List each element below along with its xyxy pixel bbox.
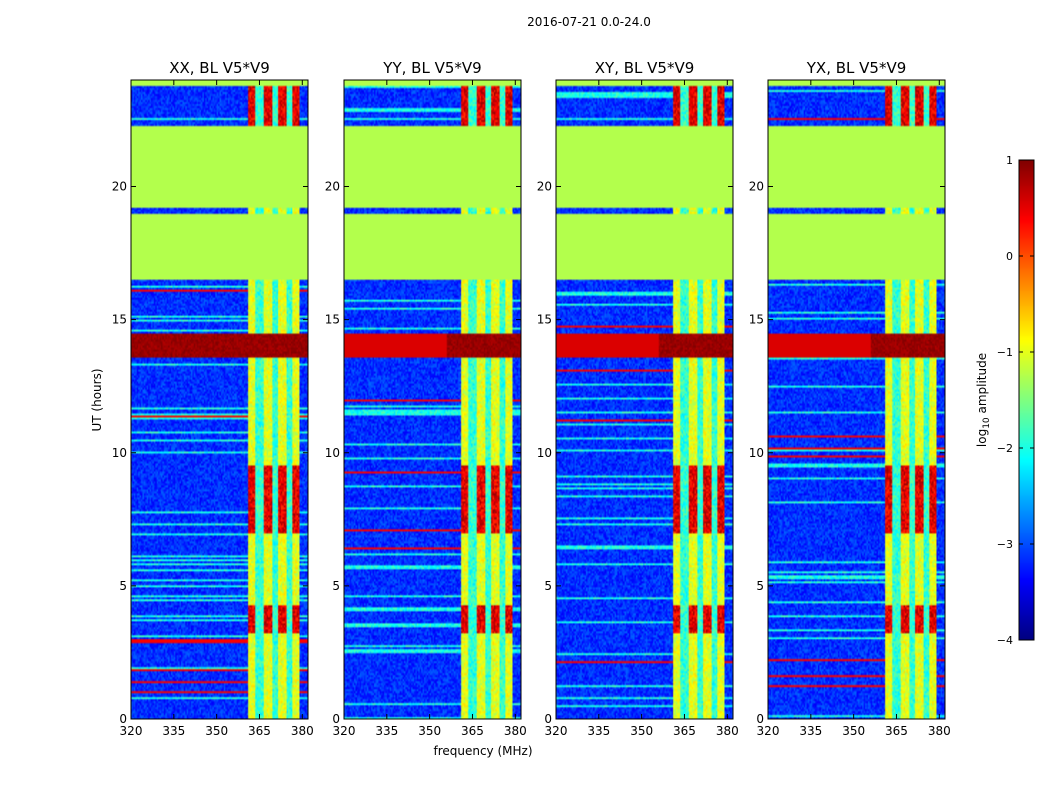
- heatmap-image: [556, 80, 733, 719]
- colorbar-tick-label: −1: [997, 346, 1013, 359]
- panel-1: YY, BL V5*V9 320 335 350 365 380 0 5 10 15 20: [325, 59, 527, 738]
- x-tick-label: 335: [587, 724, 610, 738]
- colorbar-tick-label: −4: [997, 634, 1013, 647]
- x-tick-label: 380: [928, 724, 951, 738]
- panel-title: XY, BL V5*V9: [595, 59, 695, 77]
- axes-frame: [343, 79, 522, 720]
- colorbar-label: log10 amplitude: [975, 353, 992, 447]
- x-tick-label: 335: [799, 724, 822, 738]
- panel-title: YX, BL V5*V9: [806, 59, 907, 77]
- y-tick-label: 0: [544, 712, 552, 726]
- colorbar-gradient: [1019, 160, 1034, 640]
- panel-3: YX, BL V5*V9 320 335 350 365 380 0 5 10 15 20: [749, 59, 951, 738]
- colorbar-label-text: amplitude: [975, 353, 989, 417]
- colorbar-tick-label: −2: [997, 442, 1013, 455]
- y-tick-label: 10: [537, 446, 552, 460]
- x-tick-label: 380: [716, 724, 739, 738]
- x-tick-label: 320: [757, 724, 780, 738]
- y-tick-label: 15: [749, 313, 764, 327]
- heatmap-image: [131, 80, 308, 719]
- x-tick-label: 365: [885, 724, 908, 738]
- y-tick-label: 5: [756, 579, 764, 593]
- x-tick-label: 350: [842, 724, 865, 738]
- panel-title: YY, BL V5*V9: [382, 59, 481, 77]
- panel-title: XX, BL V5*V9: [169, 59, 270, 77]
- y-tick-label: 10: [749, 446, 764, 460]
- y-tick-label: 20: [325, 180, 340, 194]
- x-tick-label: 320: [333, 724, 356, 738]
- x-tick-label: 335: [375, 724, 398, 738]
- axes-frame: [767, 79, 946, 720]
- y-tick-label: 10: [112, 446, 127, 460]
- y-tick-label: 5: [119, 579, 127, 593]
- y-tick-label: 15: [325, 313, 340, 327]
- colorbar-tick-label: −3: [997, 538, 1013, 551]
- y-tick-label: 0: [756, 712, 764, 726]
- x-tick-label: 335: [162, 724, 185, 738]
- heatmap-image: [768, 80, 945, 719]
- x-tick-label: 320: [120, 724, 143, 738]
- panel-0: XX, BL V5*V9 320 335 350 365 380 0 5 10 15 20: [112, 59, 314, 738]
- colorbar-tick-label: 0: [1006, 250, 1013, 263]
- x-tick-label: 350: [630, 724, 653, 738]
- y-tick-label: 20: [537, 180, 552, 194]
- x-tick-label: 365: [673, 724, 696, 738]
- axes-frame: [555, 79, 734, 720]
- figure-title: 2016-07-21 0.0-24.0: [527, 15, 651, 29]
- x-axis-label: frequency (MHz): [433, 744, 532, 758]
- x-tick-label: 350: [418, 724, 441, 738]
- y-tick-label: 20: [749, 180, 764, 194]
- y-axis-label: UT (hours): [90, 368, 104, 431]
- x-tick-label: 365: [248, 724, 271, 738]
- panel-2: XY, BL V5*V9 320 335 350 365 380 0 5 10 15 20: [537, 59, 739, 738]
- colorbar-tick-label: 1: [1006, 154, 1013, 167]
- heatmap-image: [344, 80, 521, 719]
- colorbar-label-log: log: [975, 429, 989, 447]
- y-tick-label: 5: [332, 579, 340, 593]
- x-tick-label: 320: [545, 724, 568, 738]
- colorbar-frame: [1018, 159, 1035, 641]
- axes-frame: [130, 79, 309, 720]
- x-tick-label: 350: [205, 724, 228, 738]
- x-tick-label: 380: [291, 724, 314, 738]
- y-tick-label: 15: [537, 313, 552, 327]
- colorbar-label-sub: 10: [982, 417, 992, 429]
- y-tick-label: 15: [112, 313, 127, 327]
- y-tick-label: 0: [332, 712, 340, 726]
- x-tick-label: 380: [504, 724, 527, 738]
- y-tick-label: 5: [544, 579, 552, 593]
- y-tick-label: 20: [112, 180, 127, 194]
- y-tick-label: 0: [119, 712, 127, 726]
- x-tick-label: 365: [461, 724, 484, 738]
- y-tick-label: 10: [325, 446, 340, 460]
